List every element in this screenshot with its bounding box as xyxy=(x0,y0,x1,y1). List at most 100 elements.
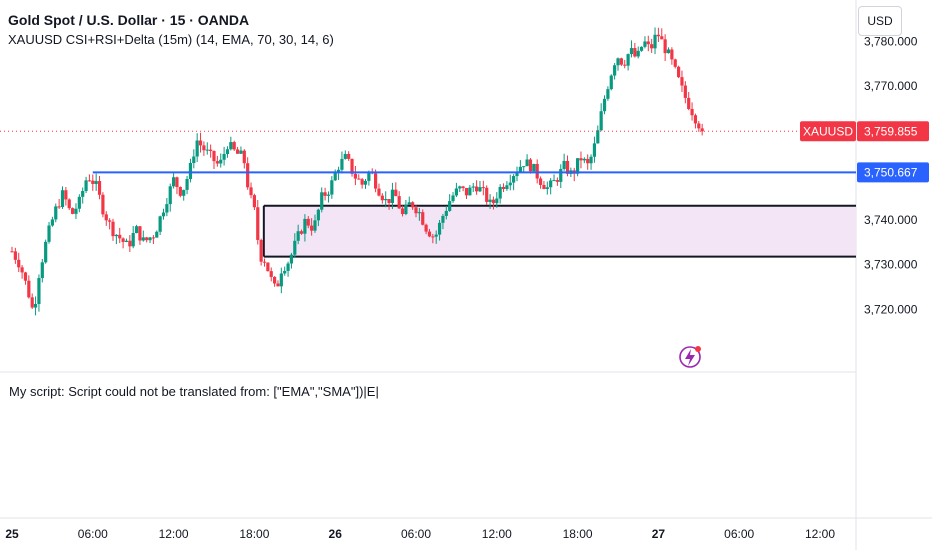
currency-button[interactable]: USD xyxy=(858,6,902,36)
candle-body xyxy=(134,226,139,234)
candle-body xyxy=(145,237,149,241)
candle-body xyxy=(296,231,300,241)
candle xyxy=(498,184,502,204)
candle xyxy=(128,235,132,252)
candle xyxy=(464,187,469,199)
candle-body xyxy=(525,159,529,167)
candlestick-series xyxy=(10,27,704,316)
candle xyxy=(680,70,684,92)
candle xyxy=(400,205,405,217)
candle-body xyxy=(528,159,533,172)
indicator-legend[interactable]: XAUUSD CSI+RSI+Delta (15m) (14, EMA, 70,… xyxy=(8,32,334,47)
candle-body xyxy=(343,153,347,159)
candle xyxy=(387,199,391,210)
candle xyxy=(411,201,415,210)
candle-body xyxy=(508,182,512,186)
candle xyxy=(310,218,314,236)
candle-body xyxy=(616,58,620,66)
candle xyxy=(579,151,583,169)
candle xyxy=(663,34,667,61)
candle-body xyxy=(475,186,479,192)
candle xyxy=(219,153,223,168)
candle xyxy=(347,151,351,161)
candle xyxy=(182,189,186,201)
candle-body xyxy=(606,89,610,99)
candle-body xyxy=(431,236,435,238)
candle xyxy=(501,183,506,193)
candle xyxy=(468,185,472,196)
candle xyxy=(508,174,512,191)
price-tick-label: 3,730.000 xyxy=(864,258,918,272)
candle xyxy=(461,185,465,192)
candle-body xyxy=(165,204,169,213)
candle-body xyxy=(114,234,118,237)
candle xyxy=(619,57,623,66)
time-tick-label: 06:00 xyxy=(724,527,754,541)
candle xyxy=(108,218,112,230)
candle xyxy=(97,175,102,200)
lightning-icon-bolt xyxy=(685,349,695,366)
candle-body xyxy=(481,187,485,189)
candle-body xyxy=(141,237,145,241)
candle xyxy=(232,140,236,152)
horizontal-level[interactable] xyxy=(0,130,856,174)
candle xyxy=(602,95,607,115)
candle-body xyxy=(673,59,677,67)
candle xyxy=(363,178,368,189)
candle-body xyxy=(421,212,425,225)
price-tick-label: 3,720.000 xyxy=(864,302,918,316)
candle-body xyxy=(545,187,549,189)
candle-body xyxy=(336,169,341,173)
script-error-message: My script: Script could not be translate… xyxy=(9,384,379,399)
support-zone[interactable] xyxy=(262,204,856,258)
candle xyxy=(407,196,411,205)
candle xyxy=(296,224,300,245)
candle-body xyxy=(663,39,667,54)
candle-body xyxy=(54,206,58,220)
candle xyxy=(151,235,155,245)
candle xyxy=(145,236,149,243)
candle-body xyxy=(289,254,294,264)
candle xyxy=(444,205,448,220)
candle-body xyxy=(552,180,556,182)
candle xyxy=(623,59,627,69)
candle-body xyxy=(464,187,469,196)
candle xyxy=(673,58,677,69)
price-axis[interactable]: 3,780.0003,770.0003,760.0003,740.0003,73… xyxy=(864,34,918,316)
candle-body xyxy=(239,150,243,154)
time-axis[interactable]: 25 06:00 12:00 18:00 26 06:00 12:00 18:00 27 06:0… xyxy=(5,527,835,541)
candle xyxy=(242,149,246,169)
candle xyxy=(74,203,78,220)
candle-body xyxy=(468,187,472,196)
candle-body xyxy=(347,153,351,159)
candle-body xyxy=(198,140,203,146)
candle xyxy=(326,191,331,203)
candle xyxy=(256,200,260,245)
candle-body xyxy=(283,270,287,274)
candle xyxy=(158,215,162,236)
candle-body xyxy=(128,240,132,247)
time-tick-label: 26 xyxy=(329,527,343,541)
candle xyxy=(515,166,519,182)
candle xyxy=(30,293,34,309)
lightning-icon[interactable] xyxy=(679,346,701,368)
symbol-title[interactable]: Gold Spot / U.S. Dollar · 15 · OANDA xyxy=(8,12,250,28)
candle-body xyxy=(121,238,125,242)
candle-body xyxy=(687,97,691,109)
candle-body xyxy=(108,220,112,222)
candle xyxy=(481,180,485,196)
candle-body xyxy=(582,158,586,161)
candle xyxy=(286,261,290,277)
candle-body xyxy=(532,163,536,172)
candle xyxy=(114,234,118,245)
candle-body xyxy=(697,123,701,129)
candle xyxy=(343,150,347,160)
candle-body xyxy=(353,173,357,179)
candle xyxy=(269,267,273,282)
candle-body xyxy=(249,187,253,196)
candle xyxy=(303,214,307,242)
candle xyxy=(670,47,674,65)
last-price-tag-bg xyxy=(857,121,929,142)
candle-body xyxy=(448,201,452,211)
